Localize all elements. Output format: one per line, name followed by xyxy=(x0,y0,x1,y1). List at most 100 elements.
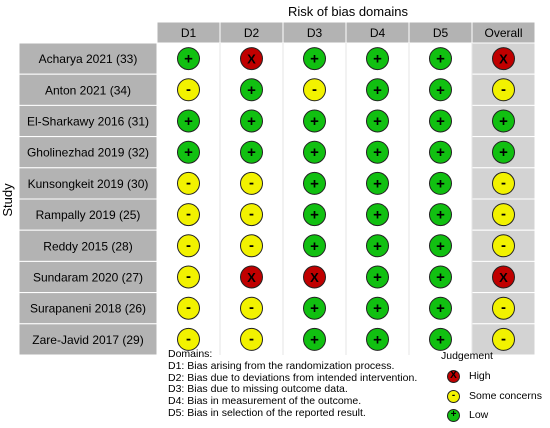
low-risk-icon xyxy=(366,327,389,351)
column-header-d1: D1 xyxy=(181,26,197,40)
low-risk-icon-glyph: + xyxy=(310,238,319,255)
low-risk-icon-glyph: + xyxy=(373,113,382,130)
low-risk-icon xyxy=(492,140,515,164)
study-label: Acharya 2021 (33) xyxy=(39,52,138,66)
column-header-d3: D3 xyxy=(307,26,323,40)
study-cell xyxy=(18,104,158,138)
some-concerns-icon xyxy=(240,234,263,258)
low-risk-icon-glyph: + xyxy=(310,144,319,161)
domains-legend-item: D5: Bias in selection of the reported re… xyxy=(168,406,366,419)
low-risk-icon xyxy=(429,327,452,351)
low-risk-icon xyxy=(366,234,389,258)
low-risk-icon-glyph: + xyxy=(373,331,382,348)
some-concerns-icon xyxy=(177,203,200,227)
some-concerns-icon-glyph: - xyxy=(186,206,191,223)
low-risk-icon xyxy=(429,109,452,133)
figure-title: Risk of bias domains xyxy=(288,4,408,19)
low-risk-icon xyxy=(240,78,263,102)
low-risk-icon-glyph: + xyxy=(373,300,382,317)
traffic-light-grid: D1 D2 D3 D4 D5 Overall Acharya 2021 (33) + X + + + X… xyxy=(18,21,536,356)
low-risk-icon xyxy=(303,109,326,133)
study-cell xyxy=(18,167,158,200)
low-risk-icon-glyph: + xyxy=(499,113,508,130)
low-risk-icon xyxy=(177,140,200,164)
low-risk-icon xyxy=(429,171,452,195)
some-concerns-icon-glyph: - xyxy=(501,206,506,223)
low-risk-icon-glyph: + xyxy=(310,113,319,130)
low-risk-icon-glyph: + xyxy=(310,175,319,192)
judgement-legend-label: Low xyxy=(469,409,489,421)
column-header-d2: D2 xyxy=(244,26,260,40)
some-concerns-icon-glyph: - xyxy=(501,299,506,316)
low-risk-icon xyxy=(492,109,515,133)
some-concerns-icon-glyph: - xyxy=(186,268,191,285)
high-risk-icon: X xyxy=(447,369,460,383)
some-concerns-icon-glyph: - xyxy=(249,237,254,254)
low-risk-icon-glyph: + xyxy=(184,144,193,161)
column-header-d4: D4 xyxy=(370,26,386,40)
study-label: Reddy 2015 (28) xyxy=(43,239,132,253)
some-concerns-icon xyxy=(492,171,515,195)
some-concerns-icon: - xyxy=(447,389,460,403)
low-risk-icon-glyph: + xyxy=(436,113,445,130)
low-risk-icon-glyph: + xyxy=(436,269,445,286)
low-risk-icon xyxy=(303,171,326,195)
low-risk-icon xyxy=(366,203,389,227)
low-risk-icon-glyph: + xyxy=(436,300,445,317)
some-concerns-icon xyxy=(177,171,200,195)
study-label: Gholinezhad 2019 (32) xyxy=(27,146,149,160)
some-concerns-icon xyxy=(240,327,263,351)
high-risk-icon xyxy=(240,265,263,289)
low-risk-icon-glyph: + xyxy=(310,300,319,317)
low-risk-icon-glyph: + xyxy=(373,82,382,99)
low-risk-icon xyxy=(366,296,389,320)
low-risk-icon xyxy=(303,327,326,351)
low-risk-icon-glyph: + xyxy=(247,82,256,99)
some-concerns-icon-glyph: - xyxy=(186,237,191,254)
some-concerns-icon xyxy=(492,78,515,102)
study-cell xyxy=(18,198,158,231)
low-risk-icon-glyph: + xyxy=(373,238,382,255)
study-label: Sundaram 2020 (27) xyxy=(33,271,143,285)
study-label: Surapaneni 2018 (26) xyxy=(30,302,146,316)
domains-legend-item: D3: Bias due to missing outcome data. xyxy=(168,383,348,396)
some-concerns-icon xyxy=(240,203,263,227)
low-risk-icon xyxy=(429,47,452,71)
low-risk-icon: + xyxy=(447,408,460,422)
judgement-legend-item-high: X High xyxy=(447,368,491,384)
high-risk-icon-glyph: X xyxy=(247,52,256,67)
low-risk-icon-glyph: + xyxy=(373,269,382,286)
some-concerns-icon xyxy=(492,327,515,351)
y-axis-label: Study xyxy=(0,183,15,217)
high-risk-icon-glyph: X xyxy=(247,270,256,285)
low-risk-icon-glyph: + xyxy=(436,207,445,224)
low-risk-icon-glyph: + xyxy=(436,144,445,161)
low-risk-icon xyxy=(429,296,452,320)
low-risk-icon xyxy=(177,109,200,133)
low-risk-icon xyxy=(303,296,326,320)
some-concerns-icon xyxy=(492,296,515,320)
low-risk-icon xyxy=(429,265,452,289)
low-risk-icon-glyph: + xyxy=(373,51,382,68)
low-risk-icon xyxy=(303,140,326,164)
some-concerns-icon xyxy=(240,171,263,195)
low-risk-icon-glyph: + xyxy=(436,51,445,68)
low-risk-icon xyxy=(303,47,326,71)
some-concerns-icon xyxy=(177,296,200,320)
some-concerns-icon-glyph: - xyxy=(501,174,506,191)
low-risk-icon-glyph: + xyxy=(247,144,256,161)
high-risk-icon-glyph: X xyxy=(499,270,508,285)
judgement-legend-title: Judgement xyxy=(441,350,493,362)
low-risk-icon-glyph: + xyxy=(310,331,319,348)
study-label: Rampally 2019 (25) xyxy=(36,208,141,222)
domains-legend-title: Domains: xyxy=(168,348,213,360)
low-risk-icon xyxy=(366,265,389,289)
low-risk-icon-glyph: + xyxy=(184,51,193,68)
some-concerns-icon-glyph: - xyxy=(249,330,254,347)
judgement-legend-item-low: + Low xyxy=(447,407,488,423)
column-header-d5: D5 xyxy=(433,26,449,40)
high-risk-icon xyxy=(492,47,515,71)
some-concerns-icon-glyph: - xyxy=(501,81,506,98)
low-risk-icon-glyph: + xyxy=(436,238,445,255)
